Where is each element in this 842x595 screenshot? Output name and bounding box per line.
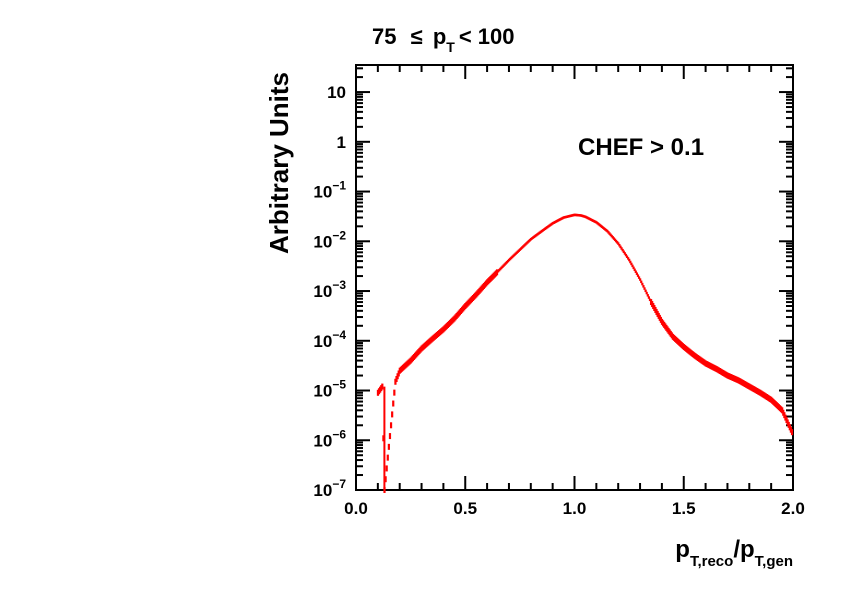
data-point	[392, 400, 395, 407]
data-point	[642, 285, 645, 288]
y-tick-label: 10−3	[313, 278, 346, 301]
x-tick-label: 1.5	[672, 499, 696, 518]
y-tick-label: 10	[327, 83, 346, 102]
data-point	[381, 383, 384, 390]
data-point	[617, 242, 620, 245]
chef-annotation: CHEF > 0.1	[578, 134, 704, 161]
data-point	[645, 291, 648, 295]
y-tick-label: 10−5	[313, 378, 346, 401]
x-tick-label: 0.0	[344, 499, 368, 518]
data-point	[393, 389, 396, 396]
x-tick-label: 0.5	[453, 499, 477, 518]
data-point	[641, 282, 644, 286]
data-point	[790, 429, 794, 436]
data-point	[646, 294, 649, 297]
data-point	[647, 296, 650, 299]
data-point	[389, 422, 393, 429]
data-point	[627, 257, 630, 260]
data-point	[618, 243, 621, 247]
data-point	[385, 465, 388, 472]
data-point	[639, 278, 642, 281]
y-tick-label: 10−7	[313, 477, 346, 500]
data-point	[631, 264, 634, 268]
data-point	[637, 276, 641, 279]
data-point	[629, 260, 632, 264]
y-tick-label: 1	[337, 133, 346, 152]
series-group	[376, 213, 794, 493]
data-point	[630, 262, 633, 266]
data-point	[635, 272, 638, 275]
data-point	[628, 258, 631, 262]
chart-title: 75 ≤ pT < 100	[372, 24, 515, 55]
y-tick-label: 10−6	[313, 427, 346, 450]
data-point	[624, 253, 628, 257]
data-point	[622, 250, 625, 254]
data-point	[619, 245, 622, 249]
data-point	[621, 248, 624, 252]
x-axis-label: pT,reco/pT,gen	[675, 536, 793, 570]
y-tick-label: 10−1	[313, 179, 346, 202]
y-axis-ticks: 10−7 10−6 10−5 10−4 10−3 10−2 10−1 1 10	[313, 67, 793, 500]
data-point	[640, 280, 643, 284]
x-axis-ticks: 0.0 0.5 1.0 1.5 2.0	[344, 65, 805, 518]
data-point	[388, 433, 392, 440]
y-tick-label: 10−4	[313, 328, 346, 351]
data-point	[387, 443, 390, 450]
x-tick-label: 2.0	[781, 499, 805, 518]
data-point	[633, 268, 636, 272]
x-tick-label: 1.0	[563, 499, 587, 518]
data-point	[632, 266, 635, 270]
data-point	[384, 476, 387, 483]
y-tick-label: 10−2	[313, 228, 346, 251]
data-point	[623, 252, 626, 255]
data-point	[386, 454, 389, 461]
data-point	[644, 289, 647, 293]
data-point	[634, 270, 637, 274]
data-point	[391, 411, 394, 418]
data-point	[620, 247, 623, 250]
data-point	[625, 255, 629, 258]
y-axis-label: Arbitrary Units	[264, 72, 294, 254]
plot-frame	[355, 64, 794, 491]
data-point	[636, 274, 640, 277]
data-point	[643, 287, 646, 290]
